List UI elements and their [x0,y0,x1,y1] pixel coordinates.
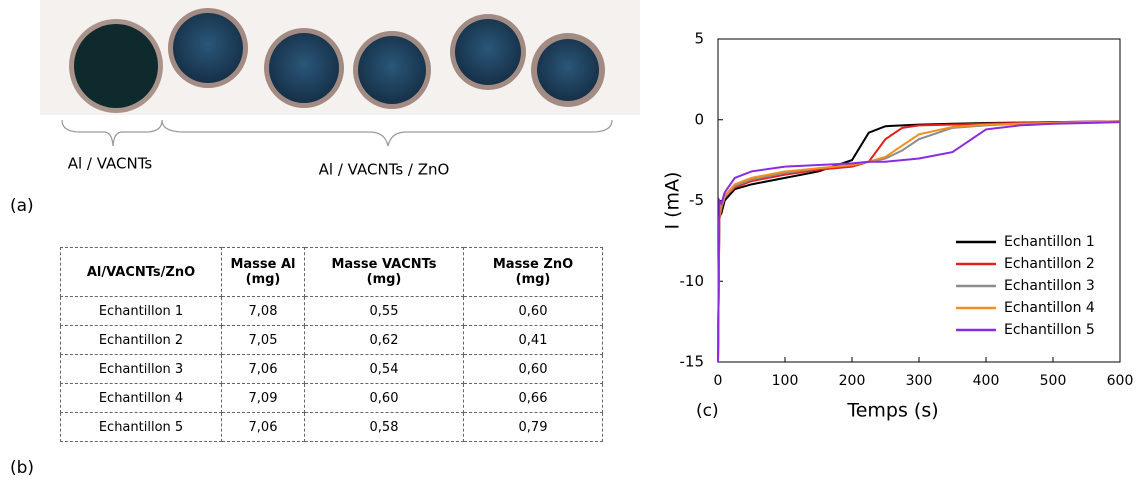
header-text: Masse Al [230,257,296,272]
table-row: Echantillon 2 7,05 0,62 0,41 [60,325,603,355]
header-row: Al/VACNTs/ZnO Masse Al (mg) Masse VACNTs (mg… [60,247,603,297]
table-cell: 0,60 [463,354,603,384]
table-cell: 7,08 [221,296,305,326]
disc [74,24,158,108]
x-tick-label: 400 [973,373,1000,389]
table-row: Echantillon 3 7,06 0,54 0,60 [60,354,603,384]
table-cell: 0,54 [304,354,464,384]
x-axis-label: Temps (s) [846,400,938,422]
header-cell: Masse VACNTs (mg) [304,247,464,297]
panel-label: (c) [696,401,719,421]
table-cell: Echantillon 2 [60,325,222,355]
table-cell: 7,06 [221,412,305,442]
y-tick-label: 5 [694,30,704,48]
brace [61,119,163,147]
table-cell: Echantillon 4 [60,383,222,413]
y-tick-label: -5 [689,191,704,209]
disc [173,13,243,83]
table-body: Echantillon 1 7,08 0,55 0,60 Echantillon 2 7,… [60,296,603,442]
table-cell: 0,58 [304,412,464,442]
legend-label: Echantillon 5 [1004,322,1095,338]
table-row: Echantillon 5 7,06 0,58 0,79 [60,412,603,442]
header-text: (mg) [366,272,402,287]
table-cell: 0,41 [463,325,603,355]
legend-label: Echantillon 4 [1004,300,1095,316]
header-text: (mg) [245,272,281,287]
x-tick-label: 500 [1040,373,1067,389]
table-cell: 0,79 [463,412,603,442]
x-tick-label: 300 [906,373,933,389]
table-cell: 7,09 [221,383,305,413]
disc [269,33,339,103]
header-text: Masse VACNTs [331,257,437,272]
disc [455,19,521,85]
x-tick-label: 100 [772,373,799,389]
line [717,121,1121,363]
disc [358,36,426,104]
legend-label: Echantillon 3 [1004,278,1095,294]
header-cell: Masse Al (mg) [221,247,305,297]
header-text: (mg) [515,272,551,287]
y-tick-label: -15 [680,353,705,371]
brace [161,119,613,147]
table-cell: 7,05 [221,325,305,355]
header-cell: Al/VACNTs/ZnO [60,247,222,297]
y-tick-label: -10 [680,272,705,290]
table-row: Echantillon 4 7,09 0,60 0,66 [60,383,603,413]
y-axis-label: I (mA) [662,172,684,230]
panel-label: (a) [10,196,34,216]
group-label: Al / VACNTs / ZnO [319,161,450,179]
x-tick-label: 200 [839,373,866,389]
table-cell: Echantillon 1 [60,296,222,326]
table-row: Echantillon 1 7,08 0,55 0,60 [60,296,603,326]
x-tick-label: 600 [1107,373,1134,389]
legend-label: Echantillon 2 [1004,256,1095,272]
table: Al/VACNTs/ZnO Masse Al (mg) Masse VACNTs (mg… [60,247,603,442]
table-cell: 0,60 [463,296,603,326]
table-cell: 0,66 [463,383,603,413]
header-cell: Masse ZnO (mg) [463,247,603,297]
legend-label: Echantillon 1 [1004,234,1095,250]
header-text: Al/VACNTs/ZnO [86,264,196,280]
table-cell: Echantillon 3 [60,354,222,384]
table-cell: 0,55 [304,296,464,326]
x-tick-label: 0 [714,373,723,389]
header-text: Masse ZnO [492,257,574,272]
photo: Al / VACNTs Al / VACNTs / ZnO (a) [10,0,640,216]
table-cell: 7,06 [221,354,305,384]
table-cell: Echantillon 5 [60,412,222,442]
table-cell: 0,62 [304,325,464,355]
disc [537,39,599,101]
y-tick-label: 0 [694,110,704,128]
group-label: Al / VACNTs [68,155,153,173]
table-cell: 0,60 [304,383,464,413]
panel-label: (b) [10,458,34,478]
